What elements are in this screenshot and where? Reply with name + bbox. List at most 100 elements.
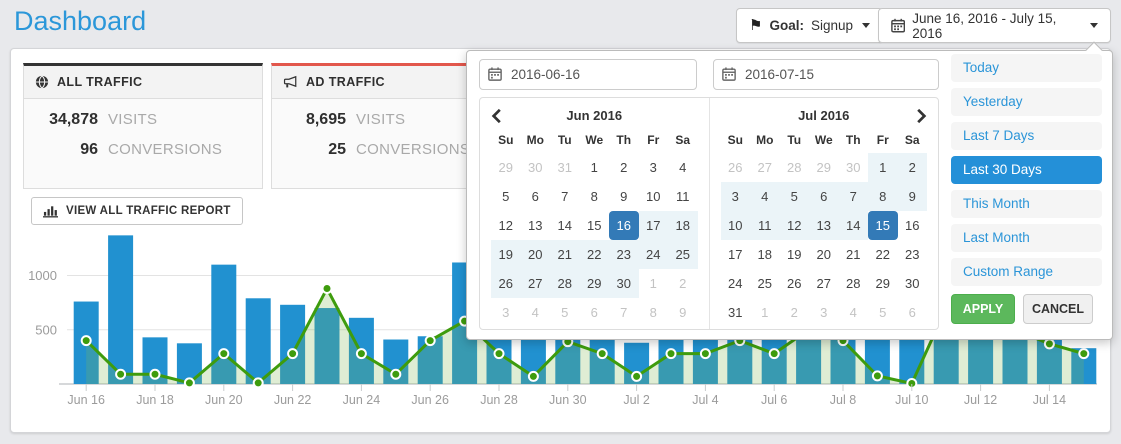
next-month-icon[interactable] [913, 107, 929, 125]
day-cell[interactable]: 1 [590, 160, 598, 175]
day-cell[interactable]: 21 [846, 247, 861, 262]
day-cell[interactable]: 12 [498, 218, 513, 233]
day-cell[interactable]: 17 [638, 211, 668, 240]
day-cell[interactable]: 25 [757, 276, 772, 291]
day-cell[interactable]: 18 [668, 211, 698, 240]
day-cell[interactable]: 2 [897, 153, 927, 182]
day-cell[interactable]: 30 [609, 269, 639, 298]
start-date-input[interactable] [479, 59, 697, 90]
day-cell[interactable]: 10 [720, 211, 750, 240]
conversions-point[interactable] [424, 335, 436, 347]
day-cell[interactable]: 8 [590, 189, 598, 204]
conversions-point[interactable] [699, 348, 711, 360]
range-option-last-7-days[interactable]: Last 7 Days [951, 122, 1102, 150]
range-option-custom-range[interactable]: Custom Range [951, 258, 1102, 286]
conversions-point[interactable] [1043, 338, 1055, 350]
prev-month-icon[interactable] [489, 107, 505, 125]
conversions-point[interactable] [149, 368, 161, 380]
day-cell[interactable]: 13 [528, 218, 543, 233]
day-cell[interactable]: 30 [905, 276, 920, 291]
day-cell[interactable]: 13 [809, 211, 839, 240]
day-cell[interactable]: 6 [531, 189, 539, 204]
conversions-point[interactable] [390, 368, 402, 380]
conversions-point[interactable] [631, 370, 643, 382]
cancel-button[interactable]: CANCEL [1023, 294, 1093, 324]
day-cell[interactable]: 5 [502, 189, 510, 204]
day-cell[interactable]: 3 [720, 182, 750, 211]
conversions-point[interactable] [596, 348, 608, 360]
day-cell[interactable]: 19 [491, 240, 521, 269]
range-option-last-month[interactable]: Last Month [951, 224, 1102, 252]
conversions-point[interactable] [183, 377, 195, 389]
range-option-yesterday[interactable]: Yesterday [951, 88, 1102, 116]
conversions-point[interactable] [287, 348, 299, 360]
day-cell-selected[interactable]: 15 [868, 211, 898, 240]
visits-bar[interactable] [245, 298, 271, 384]
conversions-point[interactable] [80, 335, 92, 347]
day-cell[interactable]: 2 [620, 160, 628, 175]
day-cell[interactable]: 7 [561, 189, 569, 204]
day-cell[interactable]: 29 [579, 269, 609, 298]
day-cell[interactable]: 11 [676, 189, 690, 204]
day-cell[interactable]: 3 [649, 160, 657, 175]
day-cell[interactable]: 1 [868, 153, 898, 182]
day-cell[interactable]: 19 [787, 247, 802, 262]
day-cell[interactable]: 21 [550, 240, 580, 269]
day-cell[interactable]: 7 [838, 182, 868, 211]
day-cell[interactable]: 9 [620, 189, 628, 204]
conversions-point[interactable] [321, 283, 333, 295]
range-option-today[interactable]: Today [951, 54, 1102, 82]
day-cell[interactable]: 14 [838, 211, 868, 240]
visits-bar[interactable] [280, 304, 306, 384]
conversions-point[interactable] [252, 377, 264, 389]
day-cell[interactable]: 4 [750, 182, 780, 211]
conversions-point[interactable] [527, 370, 539, 382]
day-cell[interactable]: 12 [779, 211, 809, 240]
conversions-point[interactable] [115, 368, 127, 380]
day-cell[interactable]: 26 [787, 276, 802, 291]
range-option-this-month[interactable]: This Month [951, 190, 1102, 218]
day-cell[interactable]: 28 [550, 269, 580, 298]
view-all-traffic-report-button[interactable]: VIEW ALL TRAFFIC REPORT [31, 197, 243, 225]
day-cell[interactable]: 17 [728, 247, 743, 262]
visits-bar[interactable] [211, 264, 237, 384]
day-cell[interactable]: 4 [679, 160, 687, 175]
visits-bar[interactable] [314, 308, 340, 384]
day-cell[interactable]: 20 [520, 240, 550, 269]
conversions-point[interactable] [665, 348, 677, 360]
day-cell[interactable]: 28 [846, 276, 861, 291]
day-cell[interactable]: 5 [779, 182, 809, 211]
conversions-point[interactable] [1078, 348, 1090, 360]
day-cell[interactable]: 22 [579, 240, 609, 269]
conversions-point[interactable] [768, 348, 780, 360]
day-cell[interactable]: 8 [868, 182, 898, 211]
day-cell[interactable]: 23 [609, 240, 639, 269]
day-cell[interactable]: 10 [646, 189, 661, 204]
end-date-input[interactable] [713, 59, 939, 90]
conversions-point[interactable] [218, 348, 230, 360]
day-cell[interactable]: 22 [875, 247, 890, 262]
day-cell[interactable]: 23 [905, 247, 920, 262]
apply-button[interactable]: APPLY [951, 294, 1015, 324]
day-cell[interactable]: 20 [816, 247, 831, 262]
day-cell[interactable]: 27 [520, 269, 550, 298]
day-cell[interactable]: 25 [668, 240, 698, 269]
day-cell[interactable]: 11 [750, 211, 780, 240]
day-cell[interactable]: 16 [905, 218, 920, 233]
day-cell-selected[interactable]: 16 [609, 211, 639, 240]
day-cell[interactable]: 14 [557, 218, 572, 233]
day-cell[interactable]: 9 [897, 182, 927, 211]
visits-bar[interactable] [108, 235, 134, 384]
conversions-point[interactable] [355, 348, 367, 360]
date-range-button[interactable]: June 16, 2016 - July 15, 2016 [878, 8, 1111, 43]
conversions-point[interactable] [493, 348, 505, 360]
day-cell[interactable]: 27 [816, 276, 831, 291]
range-option-last-30-days[interactable]: Last 30 Days [951, 156, 1102, 184]
day-cell[interactable]: 31 [728, 305, 743, 320]
day-cell[interactable]: 6 [809, 182, 839, 211]
day-cell[interactable]: 18 [757, 247, 772, 262]
day-cell[interactable]: 15 [587, 218, 602, 233]
goal-selector-button[interactable]: ⚑ Goal: Signup [736, 8, 884, 43]
day-cell[interactable]: 24 [638, 240, 668, 269]
day-cell[interactable]: 26 [491, 269, 521, 298]
